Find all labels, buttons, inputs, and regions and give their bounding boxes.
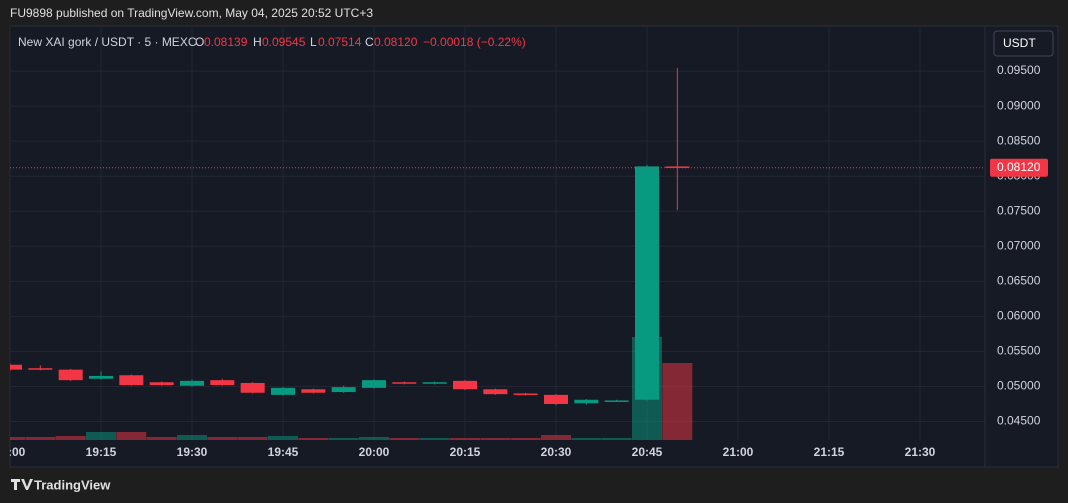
volume-bar: [359, 437, 389, 440]
volume-bar: [510, 438, 541, 440]
volume-bar: [116, 432, 147, 440]
x-tick-label: 19:45: [268, 445, 299, 459]
candle-body: [331, 387, 356, 393]
candle-body: [149, 382, 174, 386]
x-tick-label: 21:15: [814, 445, 845, 459]
candle-body: [483, 389, 508, 395]
brand-name[interactable]: TradingView: [34, 477, 111, 492]
y-tick-label: 0.09000: [997, 98, 1041, 112]
candle-body: [422, 382, 447, 384]
candle-body: [89, 375, 113, 379]
candle-body: [119, 375, 144, 386]
x-tick-label: 19:30: [177, 445, 208, 459]
volume-bar: [55, 436, 86, 440]
volume-bar: [146, 437, 177, 440]
last-price-box: [990, 158, 1048, 177]
currency-button-box[interactable]: [993, 30, 1054, 57]
candle-body: [240, 382, 265, 393]
y-tick-label: 0.04500: [997, 414, 1041, 428]
candle-body: [392, 382, 417, 384]
y-tick-label: 0.07500: [997, 203, 1041, 217]
volume-bar: [237, 437, 268, 440]
y-tick-label: 0.09500: [997, 63, 1041, 77]
high-value: 0.09545: [262, 35, 306, 49]
currency-button-label[interactable]: USDT: [1003, 36, 1036, 50]
candle-body: [301, 389, 326, 393]
footer-brand[interactable]: TradingView: [11, 477, 111, 492]
candle-body: [665, 166, 690, 168]
open-key: O: [195, 35, 204, 49]
axes: 0.04500 0.05000 0.05500 0.06000 0.06500 0.070…: [990, 63, 1048, 428]
symbol: New XAI gork / USDT · 5 · MEXC: [18, 35, 197, 49]
volume-bar: [328, 438, 359, 440]
volume-bar: [207, 437, 238, 440]
y-tick-label: 0.05000: [997, 379, 1041, 393]
currency-button[interactable]: USDT: [993, 30, 1054, 57]
y-tick-label: 0.06500: [997, 273, 1041, 287]
volume-bar: [571, 438, 602, 440]
candle-body: [10, 364, 22, 370]
x-tick-label: 19:00: [0, 445, 26, 459]
brand-logo[interactable]: [11, 479, 33, 490]
x-tick-label: 20:45: [632, 445, 663, 459]
volume-bar: [25, 437, 56, 440]
volume-bar: [389, 438, 420, 440]
plot-area: 19:00 19:15 19:30 19:45 20:00 20:15 20:30 20:45…: [0, 26, 985, 459]
candle-body: [28, 368, 53, 370]
candle-body: [210, 380, 235, 386]
close-value: 0.08120: [374, 35, 418, 49]
y-tick-label: 0.05500: [997, 344, 1041, 358]
close-key: C: [365, 35, 374, 49]
candle-body: [635, 166, 659, 400]
candle-body: [604, 400, 629, 402]
volume-bar: [268, 436, 298, 440]
volume-bar: [480, 438, 511, 440]
candle-body: [180, 380, 204, 386]
volume-bar: [298, 438, 329, 440]
publish-header: FU9898 published on TradingView.com, May…: [10, 6, 373, 20]
candle-body: [544, 394, 568, 404]
volume-bar: [662, 363, 693, 440]
volume-bar: [10, 437, 25, 440]
y-tick-label: 0.06000: [997, 309, 1041, 323]
volume-bar: [419, 438, 450, 440]
volume-bar: [86, 432, 116, 440]
high-key: H: [253, 35, 262, 49]
x-tick-label: 20:15: [450, 445, 481, 459]
x-tick-label: 21:00: [723, 445, 754, 459]
low-key: L: [310, 35, 317, 49]
x-tick-label: 19:15: [86, 445, 117, 459]
x-tick-label: 20:00: [359, 445, 390, 459]
open-value: 0.08139: [204, 35, 248, 49]
x-tick-label: 20:30: [541, 445, 572, 459]
candle-body: [574, 399, 599, 404]
low-value: 0.07514: [318, 35, 362, 49]
volume-bar: [601, 438, 632, 440]
candle-body: [362, 380, 386, 388]
volume-bar: [450, 438, 480, 440]
candle-body: [513, 393, 538, 395]
candle-body: [271, 387, 295, 395]
y-tick-label: 0.07000: [997, 238, 1041, 252]
volume-bar: [177, 435, 207, 440]
candle-body: [453, 380, 477, 390]
x-tick-label: 21:30: [905, 445, 936, 459]
volume-bar: [541, 435, 571, 440]
candle-body: [58, 369, 83, 381]
legend: New XAI gork / USDT · 5 · MEXC O 0.08139…: [18, 35, 526, 49]
last-price-label: 0.08120: [997, 160, 1041, 174]
y-tick-label: 0.08500: [997, 133, 1041, 147]
change-value: −0.00018 (−0.22%): [423, 35, 526, 49]
